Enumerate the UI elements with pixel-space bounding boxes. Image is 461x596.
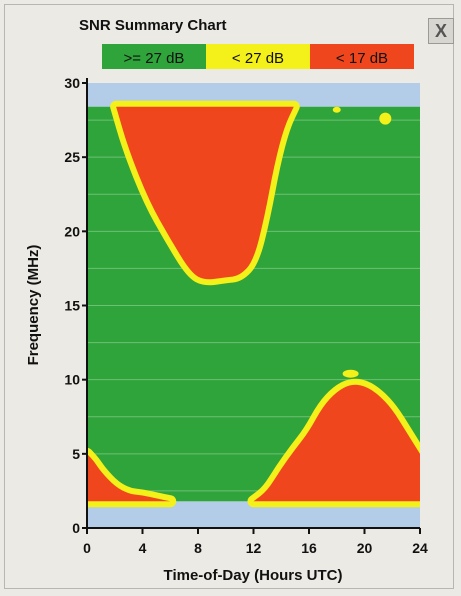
region-poor-0 <box>116 106 294 280</box>
y-tick-label: 15 <box>64 298 80 314</box>
y-tick-label: 10 <box>64 372 80 388</box>
marginal-spot <box>332 106 341 113</box>
x-tick-label: 20 <box>357 540 373 556</box>
x-tick-label: 0 <box>83 540 91 556</box>
x-tick-label: 24 <box>412 540 428 556</box>
close-button[interactable]: X <box>428 18 454 44</box>
y-tick-label: 20 <box>64 223 80 239</box>
x-tick-label: 12 <box>246 540 262 556</box>
y-tick-label: 0 <box>72 520 80 536</box>
y-tick-label: 5 <box>72 446 80 462</box>
chart-title: SNR Summary Chart <box>79 17 227 34</box>
x-axis-title: Time-of-Day (Hours UTC) <box>164 567 343 584</box>
marginal-spot <box>342 369 359 378</box>
chart-legend: >= 27 dB < 27 dB < 17 dB <box>102 44 414 69</box>
y-tick-label: 30 <box>64 75 80 91</box>
legend-swatch-good <box>102 44 206 69</box>
x-tick-label: 8 <box>194 540 202 556</box>
legend-label-marginal: < 27 dB <box>232 50 284 67</box>
y-tick-label: 25 <box>64 149 80 165</box>
legend-swatch-poor <box>310 44 414 69</box>
legend-label-good: >= 27 dB <box>124 50 185 67</box>
legend-swatch-marginal <box>206 44 310 69</box>
x-axis-ticks: 0 4 8 12 16 20 24 <box>83 528 428 556</box>
x-tick-label: 4 <box>139 540 147 556</box>
marginal-spot <box>379 112 392 125</box>
y-axis-ticks: 0 5 10 15 20 25 30 <box>64 75 87 536</box>
window-frame <box>4 4 454 589</box>
legend-label-poor: < 17 dB <box>336 50 388 67</box>
region-poor-2 <box>87 453 171 502</box>
region-poor-1 <box>253 384 420 502</box>
plot-area <box>87 83 420 528</box>
y-axis-title: Frequency (MHz) <box>25 245 42 366</box>
x-tick-label: 16 <box>301 540 317 556</box>
